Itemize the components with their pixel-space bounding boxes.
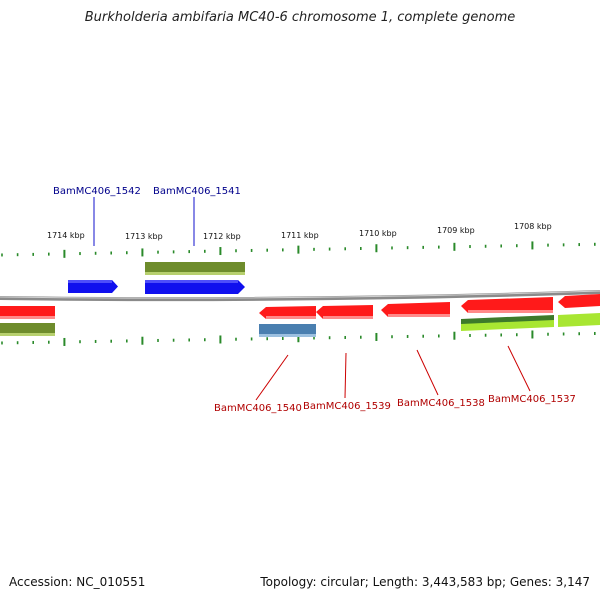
gene-BamMC406_1539[interactable] xyxy=(316,305,373,319)
gene-BamMC406_1540[interactable] xyxy=(259,306,316,319)
kbp-label-1714: 1714 kbp xyxy=(47,231,85,240)
chromosome-backbone xyxy=(0,290,600,302)
map-title: Burkholderia ambifaria MC40-6 chromosome… xyxy=(84,10,516,25)
gene-label-1538[interactable]: BamMC406_1538 xyxy=(397,398,485,409)
kbp-label-1708: 1708 kbp xyxy=(514,222,552,231)
kbp-label-1712: 1712 kbp xyxy=(203,232,241,241)
gene-label-1540[interactable]: BamMC406_1540 xyxy=(214,403,302,414)
gene-label-1541[interactable]: BamMC406_1541 xyxy=(153,186,241,197)
gene-BamMC406_1537[interactable] xyxy=(461,297,553,313)
summary-text: Topology: circular; Length: 3,443,583 bp… xyxy=(260,575,590,589)
leader-line-1539 xyxy=(344,352,347,399)
tick-row-upper xyxy=(1,241,596,258)
gene-BamMC406_1538[interactable] xyxy=(381,302,450,317)
kbp-label-1711: 1711 kbp xyxy=(281,231,319,240)
kbp-label-1709: 1709 kbp xyxy=(437,226,475,235)
tick-row-lower xyxy=(1,330,596,346)
kbp-label-1713: 1713 kbp xyxy=(125,232,163,241)
accession-text: Accession: NC_010551 xyxy=(9,575,146,589)
leader-line-1540 xyxy=(255,354,289,401)
gene-label-1539[interactable]: BamMC406_1539 xyxy=(303,401,391,412)
gene-label-1537[interactable]: BamMC406_1537 xyxy=(488,394,576,405)
chromosome-backbone-highlight xyxy=(0,290,600,299)
kbp-label-1710: 1710 kbp xyxy=(359,229,397,238)
gene-lime-right-edge[interactable] xyxy=(558,313,600,327)
gene-olive-left-edge[interactable] xyxy=(0,323,55,336)
gene-BamMC406_1542[interactable] xyxy=(68,280,118,293)
gene-BamMC406_1541[interactable] xyxy=(145,280,245,294)
leader-line-1538 xyxy=(416,349,439,396)
leader-line-1537 xyxy=(507,345,531,392)
gene-olive-upper[interactable] xyxy=(145,262,245,275)
gene-steel-lower[interactable] xyxy=(259,324,316,337)
gene-label-1542[interactable]: BamMC406_1542 xyxy=(53,186,141,197)
gene-red-left-edge[interactable] xyxy=(0,306,55,319)
gene-red-right-edge[interactable] xyxy=(558,294,600,308)
gene-lime-lower[interactable] xyxy=(461,320,554,331)
